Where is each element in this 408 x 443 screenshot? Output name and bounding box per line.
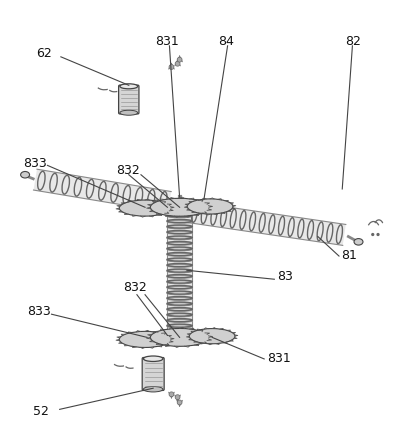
FancyBboxPatch shape (142, 358, 164, 390)
Text: 833: 833 (23, 157, 47, 170)
Circle shape (371, 233, 375, 236)
Text: 832: 832 (117, 163, 140, 176)
Text: 81: 81 (341, 249, 357, 262)
Bar (167, 207, 192, 339)
Circle shape (175, 61, 180, 66)
Polygon shape (188, 202, 346, 245)
Text: 52: 52 (33, 404, 49, 418)
Text: 831: 831 (267, 352, 291, 365)
FancyBboxPatch shape (119, 85, 139, 114)
Ellipse shape (144, 356, 163, 361)
Ellipse shape (119, 331, 171, 347)
Text: 833: 833 (27, 305, 51, 318)
Text: 82: 82 (346, 35, 361, 48)
Ellipse shape (21, 171, 29, 178)
Text: 83: 83 (277, 271, 293, 284)
Text: 832: 832 (123, 281, 146, 295)
Circle shape (169, 65, 174, 70)
Ellipse shape (144, 386, 163, 392)
Circle shape (169, 392, 174, 397)
Ellipse shape (187, 199, 233, 214)
Ellipse shape (150, 328, 209, 346)
Circle shape (177, 400, 182, 405)
Ellipse shape (150, 198, 209, 216)
Polygon shape (33, 169, 171, 212)
Ellipse shape (354, 239, 363, 245)
Circle shape (177, 57, 182, 62)
Text: 84: 84 (218, 35, 234, 48)
Ellipse shape (189, 329, 235, 344)
Text: 831: 831 (155, 35, 179, 48)
Circle shape (377, 233, 380, 236)
Text: 62: 62 (36, 47, 52, 60)
Ellipse shape (119, 200, 171, 216)
Circle shape (175, 395, 180, 400)
Ellipse shape (120, 110, 138, 115)
Ellipse shape (120, 84, 138, 89)
